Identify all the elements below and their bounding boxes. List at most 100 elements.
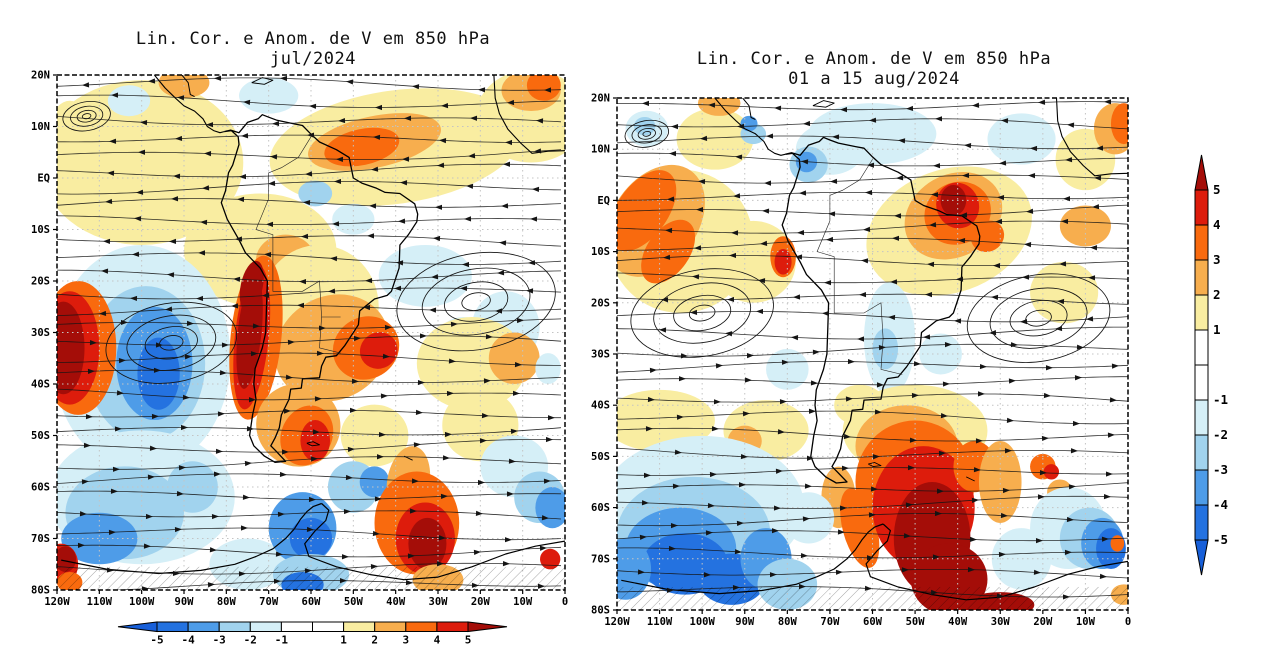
streamline-arrowhead xyxy=(1109,397,1117,403)
colorbar-tick-label: 1 xyxy=(340,634,347,647)
map-anomaly-cell xyxy=(57,80,244,245)
colorbar-arrow-low xyxy=(117,621,158,633)
streamline-arrowhead xyxy=(863,226,871,232)
vortex-streamline xyxy=(421,267,531,336)
streamline-arrowhead xyxy=(132,251,140,257)
streamline-arrowhead xyxy=(105,198,113,205)
map-anomaly-cell xyxy=(289,517,333,560)
streamline-arrowhead xyxy=(845,396,853,402)
map-anomaly-cell xyxy=(710,220,796,303)
streamline-arrowhead xyxy=(431,274,439,280)
y-axis-tick-label: 30S xyxy=(591,349,610,361)
panel-right-subtitle: 01 a 15 aug/2024 xyxy=(788,69,960,89)
map-anomaly-cell xyxy=(1110,103,1128,145)
streamline-arrowhead xyxy=(665,227,673,234)
colorbar-tick-label: 4 xyxy=(1213,217,1221,232)
streamline xyxy=(57,318,562,329)
x-axis-tick-label: 90W xyxy=(175,596,195,608)
streamline-arrowhead xyxy=(213,471,221,477)
streamline-arrowhead xyxy=(1105,471,1113,477)
streamline-arrowhead xyxy=(1030,145,1038,152)
streamline-arrowhead xyxy=(470,115,478,121)
panel-left-map: 120W 110W 100W 90W 80W 70W 60W 50W 40W 30W 20W 10W 0… xyxy=(31,70,568,609)
streamline-arrowhead xyxy=(398,218,406,224)
streamline-arrowhead xyxy=(661,297,669,303)
streamline-arrowhead xyxy=(1068,484,1076,490)
map-anomaly-cell xyxy=(919,333,962,375)
streamline-arrowhead xyxy=(975,438,983,444)
streamline-arrowhead xyxy=(82,82,90,88)
colorbar-tick-label: 5 xyxy=(465,634,472,647)
streamline-arrowhead xyxy=(404,115,412,121)
polar-hatch-band xyxy=(617,586,1128,610)
streamline-arrowhead xyxy=(1063,196,1070,202)
streamline-arrowhead xyxy=(694,245,702,251)
streamline-arrowhead xyxy=(676,414,684,420)
streamline-arrowhead xyxy=(235,236,243,242)
x-axis-tick-label: 110W xyxy=(647,616,673,628)
map-anomaly-cell xyxy=(535,353,561,384)
streamline-arrowhead xyxy=(1067,122,1075,128)
streamline-arrowhead xyxy=(462,261,470,268)
y-axis-tick-label: 40S xyxy=(31,379,50,391)
streamline-arrowhead xyxy=(810,380,818,386)
streamline-arrowhead xyxy=(541,515,549,521)
x-axis-tick-label: 10W xyxy=(513,596,533,608)
vortex-streamline xyxy=(62,100,111,132)
streamline-arrowhead xyxy=(993,262,1001,269)
streamline-arrowhead xyxy=(116,390,124,396)
streamline-arrowhead xyxy=(927,261,935,268)
streamline-arrowhead xyxy=(861,258,869,264)
streamline-arrowhead xyxy=(138,149,146,155)
streamline-arrowhead xyxy=(198,250,206,256)
streamline-arrowhead xyxy=(779,399,787,405)
map-anomaly-cell xyxy=(359,466,390,498)
colorbar-cell xyxy=(436,621,469,632)
map-anomaly-cell xyxy=(740,115,758,132)
streamline-arrowhead xyxy=(275,551,283,557)
y-axis-tick-label: 20N xyxy=(591,93,610,105)
colorbar-horizontal: -5 -4 -3 -2 -1 1 2 3 4 5 xyxy=(117,621,508,647)
streamline-arrowhead xyxy=(177,95,185,101)
streamline-arrowhead xyxy=(1043,392,1051,399)
y-axis-tick-label: EQ xyxy=(597,195,610,207)
streamline-arrowhead xyxy=(264,252,272,258)
streamline-arrowhead xyxy=(505,139,513,146)
streamline-arrowhead xyxy=(892,235,900,241)
streamline-arrowhead xyxy=(328,288,336,294)
streamline xyxy=(57,439,562,453)
streamline-arrowhead xyxy=(252,323,260,329)
streamline-arrowhead xyxy=(448,358,456,364)
streamline-arrowhead xyxy=(343,508,351,515)
vortex-streamline xyxy=(461,292,491,311)
streamline-arrowhead xyxy=(433,235,441,242)
y-axis-tick-label: 10S xyxy=(591,246,610,258)
colorbar-tick-label: -4 xyxy=(1213,497,1228,512)
streamline-arrowhead xyxy=(534,148,542,154)
colorbar-tick-label: 3 xyxy=(1213,252,1221,267)
x-axis-tick-label: 30W xyxy=(429,596,449,608)
streamline-arrowhead xyxy=(760,240,768,246)
panel-left-subtitle: jul/2024 xyxy=(270,49,356,69)
streamline-arrowhead xyxy=(363,304,371,311)
map-anomaly-cell xyxy=(987,113,1056,165)
streamline-arrowhead xyxy=(727,296,735,303)
streamline-arrowhead xyxy=(473,549,481,555)
streamline-arrowhead xyxy=(109,138,117,144)
colorbar-tick-label: -2 xyxy=(244,634,257,647)
streamline-arrowhead xyxy=(824,280,832,286)
streamline-arrowhead xyxy=(510,428,518,434)
map-anomaly-cell xyxy=(526,75,561,101)
streamline-arrowhead xyxy=(502,561,510,567)
y-axis-tick-label: 10S xyxy=(31,224,50,236)
panel-right-map: 120W 110W 100W 90W 80W 70W 60W 50W 40W 30W 20W 10W 0… xyxy=(591,93,1131,629)
streamline-arrowhead xyxy=(110,488,118,494)
streamline-arrowhead xyxy=(1033,569,1041,575)
x-axis-tick-label: 100W xyxy=(129,596,155,608)
streamline-arrowhead xyxy=(793,294,801,300)
polar-hatch-band xyxy=(57,566,565,590)
y-axis-tick-label: 50S xyxy=(31,430,50,442)
colorbar-arrow-high xyxy=(467,621,508,633)
streamline-arrowhead xyxy=(409,508,417,514)
streamline-arrowhead xyxy=(925,292,933,298)
